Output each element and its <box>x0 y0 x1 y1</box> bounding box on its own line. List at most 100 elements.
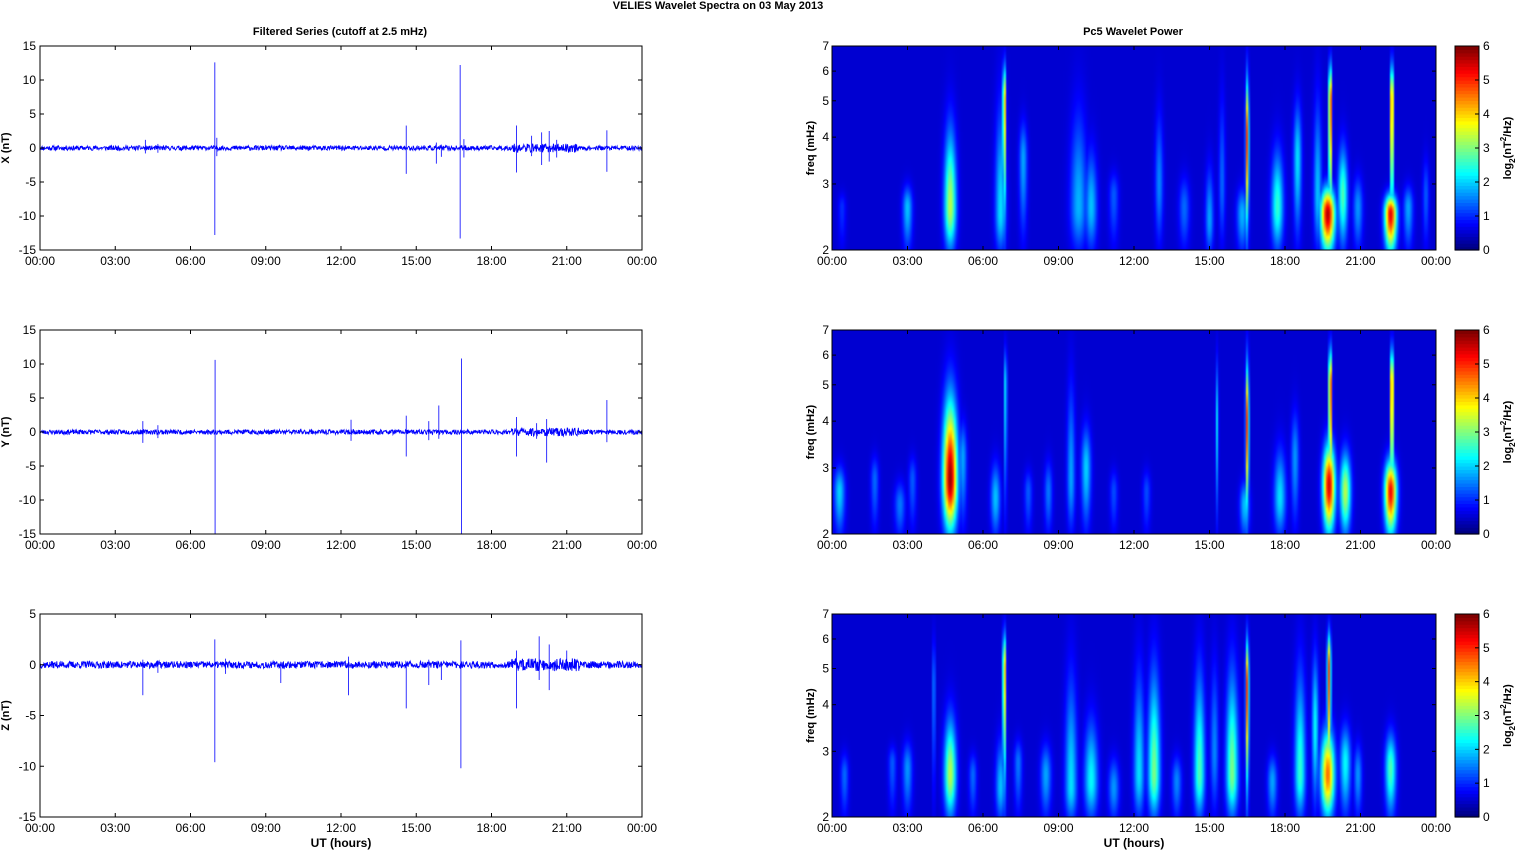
colorbar-swatch <box>1455 76 1479 81</box>
colorbar-tick-label: 4 <box>1483 391 1490 405</box>
colorbar-swatch <box>1455 641 1479 646</box>
colorbar-swatch <box>1455 627 1479 632</box>
colorbar-swatch <box>1455 654 1479 659</box>
x-tick-label: 09:00 <box>251 254 281 268</box>
x-tick-label: 00:00 <box>627 254 657 268</box>
colorbar-tick-label: 3 <box>1483 709 1490 723</box>
series-line <box>39 657 643 672</box>
x-tick-label: 06:00 <box>968 821 998 835</box>
x-axis-label: UT (hours) <box>311 836 372 850</box>
y-tick-label: 5 <box>29 391 36 405</box>
y-tick-label: 0 <box>29 425 36 439</box>
colorbar-swatch <box>1455 452 1479 457</box>
colorbar-swatch <box>1455 90 1479 95</box>
colorbar-swatch <box>1455 137 1479 142</box>
colorbar-swatch <box>1455 634 1479 639</box>
colorbar-swatch <box>1455 530 1479 535</box>
wavelet-power-map <box>832 46 1436 250</box>
colorbar-swatch <box>1455 93 1479 98</box>
y-wavelet-power-panel: 2 3 4 5 6 7 00:00 03:00 06:00 09:00 12:00 15:00 18:0… <box>805 323 1517 552</box>
x-tick-label: 00:00 <box>1421 821 1451 835</box>
colorbar-swatch <box>1455 614 1479 618</box>
colorbar-swatch <box>1455 459 1479 464</box>
y-tick-label: 5 <box>822 662 829 676</box>
x-tick-label: 21:00 <box>552 254 582 268</box>
colorbar-swatch <box>1455 73 1479 78</box>
colorbar-swatch <box>1455 510 1479 515</box>
colorbar-swatch <box>1455 141 1479 146</box>
colorbar-swatch <box>1455 374 1479 379</box>
colorbar-swatch <box>1455 455 1479 460</box>
x-tick-label: 03:00 <box>892 254 922 268</box>
colorbar-swatch <box>1455 517 1479 521</box>
colorbar-swatch <box>1455 500 1479 504</box>
colorbar-tick-label: 3 <box>1483 141 1490 155</box>
y-tick-label: -5 <box>25 709 36 723</box>
colorbar-swatch <box>1455 725 1479 730</box>
y-axis-label: Y (nT) <box>0 416 12 447</box>
colorbar-label-part: log <box>1502 163 1514 180</box>
y-tick-label: 7 <box>822 323 829 337</box>
colorbar-swatch <box>1455 216 1479 220</box>
colorbar-swatch <box>1455 773 1479 777</box>
y-tick-label: 6 <box>822 64 829 78</box>
x-tick-label: 00:00 <box>1421 538 1451 552</box>
colorbar-swatch <box>1455 370 1479 375</box>
colorbar-swatch <box>1455 749 1479 754</box>
colorbar-swatch <box>1455 722 1479 727</box>
x-tick-label: 18:00 <box>1270 254 1300 268</box>
colorbar-swatch <box>1455 783 1479 788</box>
colorbar-swatch <box>1455 695 1479 700</box>
colorbar-swatch <box>1455 86 1479 91</box>
colorbar-swatch <box>1455 360 1479 365</box>
y-tick-label: 2 <box>822 810 829 824</box>
wavelet-power-map <box>832 330 1436 534</box>
x-filtered-series-panel: -15 -10 -5 0 5 10 15 00:00 03:00 06:00 09:00 12:00 1… <box>0 39 657 268</box>
y-tick-label: 5 <box>29 607 36 621</box>
colorbar-swatch <box>1455 151 1479 156</box>
colorbar-swatch <box>1455 144 1479 149</box>
colorbar-tick-label: 4 <box>1483 675 1490 689</box>
x-tick-label: 00:00 <box>817 538 847 552</box>
colorbar-swatch <box>1455 165 1479 169</box>
y-tick-label: 3 <box>822 177 829 191</box>
colorbar-label-part: log <box>1502 730 1514 747</box>
colorbar-swatch <box>1455 756 1479 761</box>
y-tick-label: -5 <box>25 175 36 189</box>
colorbar-swatch <box>1455 401 1479 406</box>
y-tick-label: 0 <box>29 658 36 672</box>
colorbar-swatch <box>1455 333 1479 338</box>
colorbar-swatch <box>1455 800 1479 805</box>
colorbar-swatch <box>1455 674 1479 679</box>
x-tick-label: 21:00 <box>1345 254 1375 268</box>
colorbar-swatch <box>1455 479 1479 484</box>
x-tick-label: 15:00 <box>1194 538 1224 552</box>
y-axis-label: freq (mHz) <box>805 688 817 743</box>
colorbar-swatch <box>1455 330 1479 334</box>
colorbar-swatch <box>1455 678 1479 683</box>
colorbar-swatch <box>1455 681 1479 686</box>
colorbar-swatch <box>1455 691 1479 696</box>
colorbar-swatch <box>1455 114 1479 118</box>
colorbar-swatch <box>1455 347 1479 351</box>
colorbar-tick-label: 5 <box>1483 641 1490 655</box>
colorbar-swatch <box>1455 411 1479 416</box>
colorbar-swatch <box>1455 80 1479 84</box>
colorbar-label-part: /Hz) <box>1502 116 1514 137</box>
y-tick-label: 7 <box>822 39 829 53</box>
colorbar-swatch <box>1455 630 1479 635</box>
colorbar-swatch <box>1455 503 1479 508</box>
colorbar-swatch <box>1455 246 1479 251</box>
y-tick-label: 4 <box>822 414 829 428</box>
x-tick-label: 12:00 <box>326 254 356 268</box>
colorbar-label-part: /Hz) <box>1502 400 1514 421</box>
y-tick-label: 4 <box>822 130 829 144</box>
colorbar-swatch <box>1455 127 1479 132</box>
colorbar-swatch <box>1455 212 1479 217</box>
colorbar-swatch <box>1455 404 1479 409</box>
colorbar-swatch <box>1455 803 1479 808</box>
y-axis-label: X (nT) <box>0 132 12 163</box>
colorbar-label-part: 2 <box>1508 442 1517 447</box>
x-tick-label: 00:00 <box>817 821 847 835</box>
